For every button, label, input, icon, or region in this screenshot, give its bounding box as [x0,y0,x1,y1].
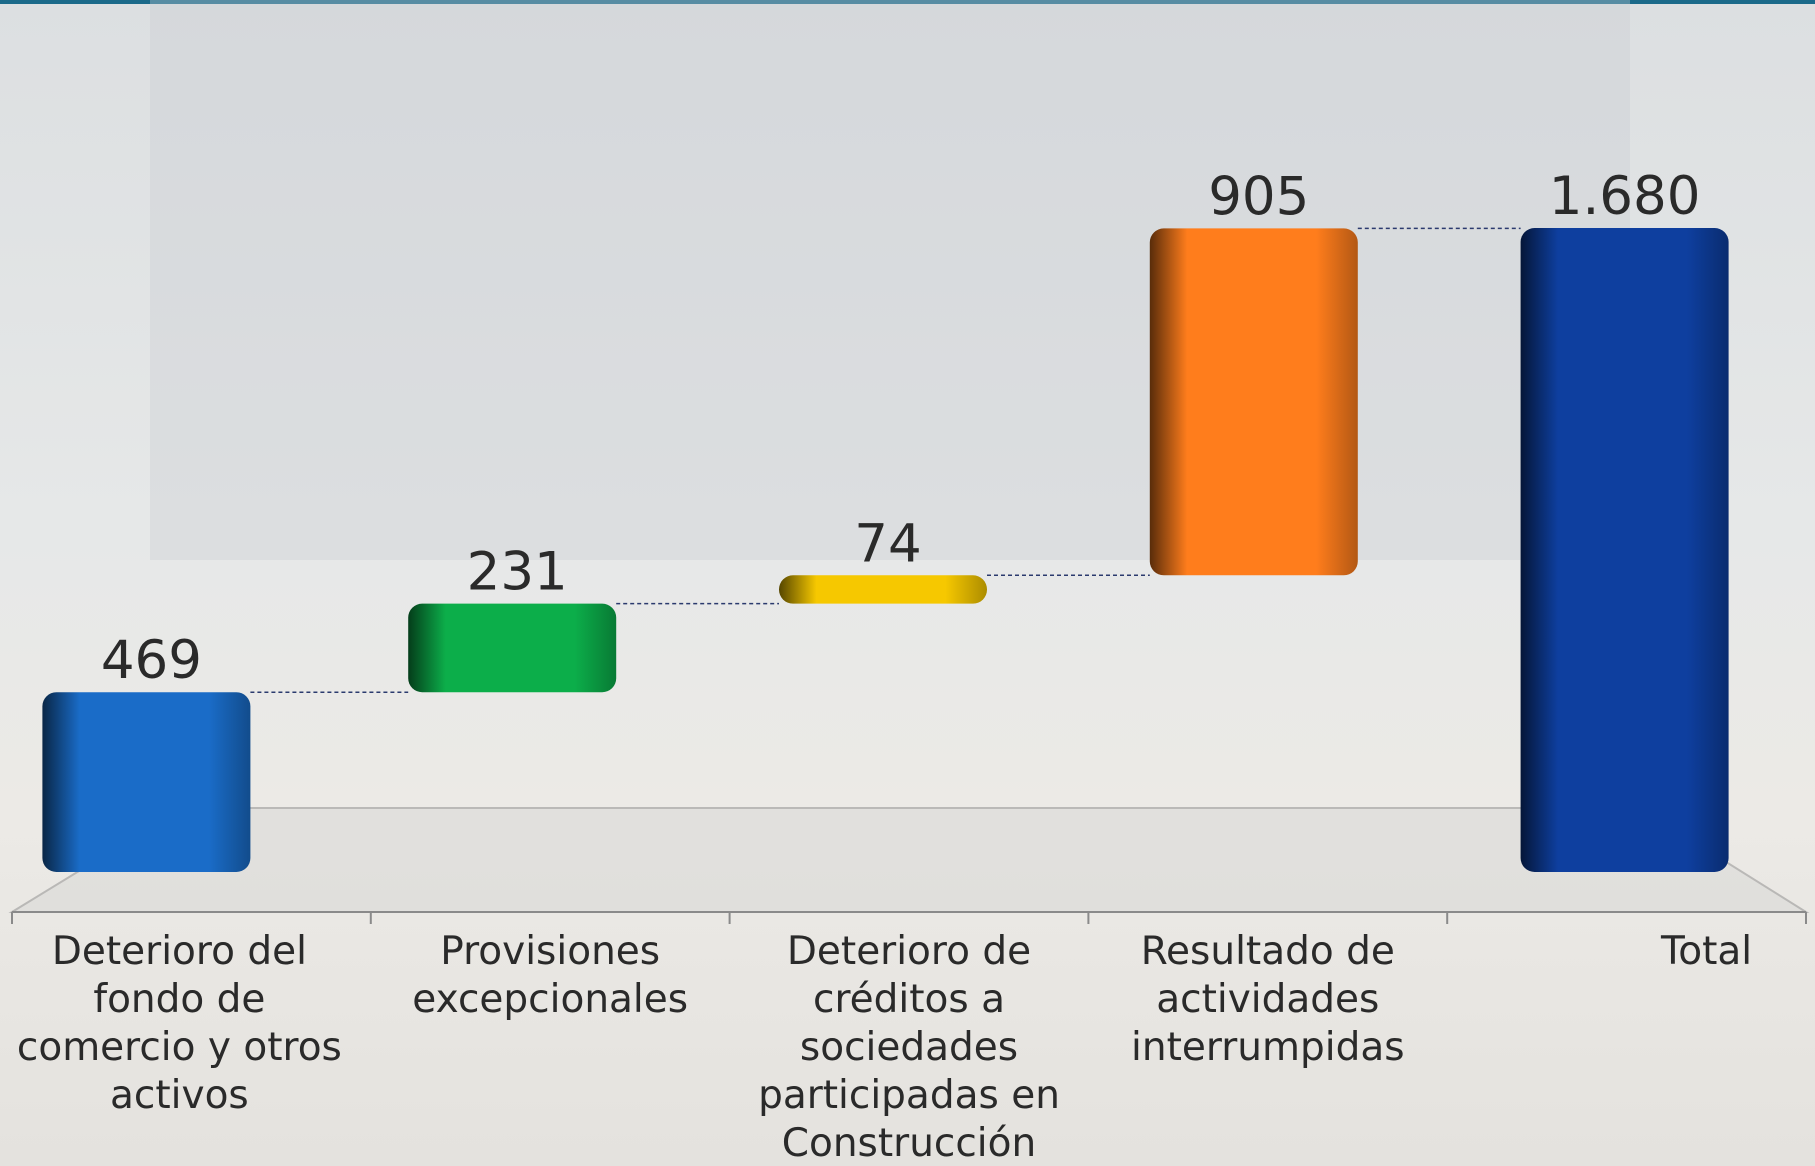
value-label: 74 [854,513,921,574]
top-border [0,0,1815,4]
x-tick-label: Resultado de actividades interrumpidas [1131,929,1405,1070]
bar [1149,228,1358,576]
value-label: 905 [1208,166,1309,227]
x-tick-label: Deterioro del fondo de comercio y otros … [16,929,342,1118]
bar [1520,228,1729,872]
x-tick-label: Provisiones excepcionales [412,929,689,1022]
bar [779,575,987,604]
window-background [150,0,1630,560]
value-label: 231 [467,542,568,603]
value-label: 1.680 [1549,166,1701,227]
x-tick-label: Deterioro de créditos a sociedades parti… [758,929,1060,1166]
bar [408,603,617,693]
x-tick-label: Total [1661,929,1753,974]
bar [42,692,251,872]
value-label: 469 [101,630,202,691]
